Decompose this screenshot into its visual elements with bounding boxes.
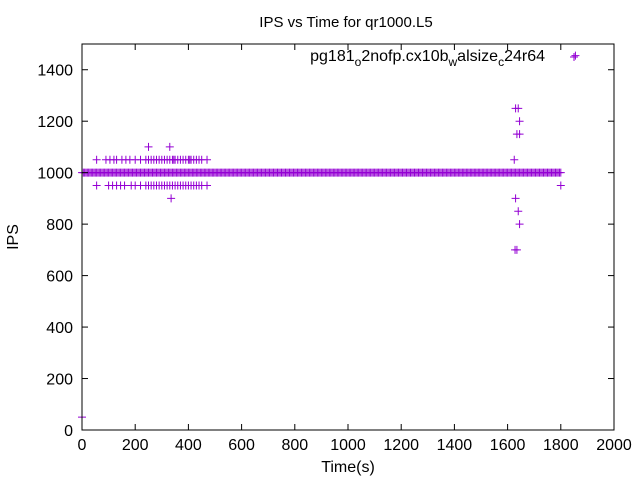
x-tick-label: 1000 <box>330 437 366 454</box>
data-point <box>571 51 580 60</box>
data-point <box>203 155 212 164</box>
legend-subscript: o <box>355 55 362 69</box>
chart-title: IPS vs Time for qr1000.L5 <box>259 14 432 31</box>
x-tick-label: 200 <box>122 437 149 454</box>
legend-subscript: w <box>448 55 458 69</box>
data-point <box>203 181 212 190</box>
x-axis-label: Time(s) <box>321 459 375 476</box>
data-points <box>78 51 580 422</box>
data-point <box>92 181 101 190</box>
data-point <box>556 181 565 190</box>
x-tick-label: 1400 <box>437 437 473 454</box>
data-point <box>515 130 524 139</box>
legend-text-part: alsize <box>457 48 498 65</box>
data-point <box>556 168 565 177</box>
legend-marker-plus <box>570 53 578 61</box>
data-point <box>165 142 174 151</box>
data-point <box>511 194 520 203</box>
data-point <box>144 142 153 151</box>
data-point <box>512 245 521 254</box>
legend-subscript: c <box>498 55 504 69</box>
x-tick-label: 800 <box>281 437 308 454</box>
y-tick-label: 800 <box>46 217 73 234</box>
x-axis-ticks: 0 200 400 600 800 1000 1200 1400 1600 1800 2000 <box>78 44 632 454</box>
x-tick-label: 400 <box>175 437 202 454</box>
y-tick-label: 1400 <box>37 63 73 80</box>
data-point <box>515 117 524 126</box>
x-tick-label: 0 <box>78 437 87 454</box>
y-tick-label: 400 <box>46 320 73 337</box>
y-tick-label: 1200 <box>37 114 73 131</box>
x-tick-label: 600 <box>228 437 255 454</box>
y-axis-label: IPS <box>5 224 22 250</box>
legend-text-part: 24r64 <box>504 48 545 65</box>
y-tick-label: 200 <box>46 372 73 389</box>
legend: pg181o2nofp.cx10bwalsizec24r64 <box>310 48 578 69</box>
legend-text-part: 2nofp.cx10b <box>361 48 448 65</box>
y-tick-label: 600 <box>46 269 73 286</box>
data-point <box>514 104 523 113</box>
x-tick-label: 2000 <box>596 437 632 454</box>
data-point <box>92 155 101 164</box>
data-point <box>514 207 523 216</box>
x-tick-label: 1800 <box>543 437 579 454</box>
y-tick-label: 1000 <box>37 166 73 183</box>
x-tick-label: 1600 <box>490 437 526 454</box>
data-point <box>515 220 524 229</box>
data-point <box>167 194 176 203</box>
data-point <box>510 155 519 164</box>
plot-frame <box>81 43 615 431</box>
legend-marker <box>570 53 578 61</box>
legend-entry-label: pg181o2nofp.cx10bwalsizec24r64 <box>310 48 545 69</box>
y-tick-label: 0 <box>64 423 73 440</box>
x-tick-label: 1200 <box>383 437 419 454</box>
legend-text-part: pg181 <box>310 48 355 65</box>
y-axis-ticks: 0 200 400 600 800 1000 1200 1400 <box>37 63 614 440</box>
